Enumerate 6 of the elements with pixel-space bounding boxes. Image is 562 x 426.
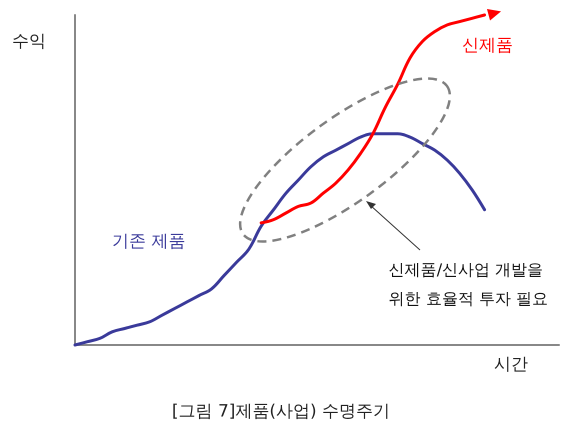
y-axis-title: 수익 xyxy=(12,32,46,52)
x-axis-title: 시간 xyxy=(494,354,528,374)
legend-label: 신제품 xyxy=(462,36,513,56)
text: 기존 제품 xyxy=(112,232,186,252)
annotation: 신제품/신사업 개발을 위한 효율적 투자 필요 xyxy=(388,260,548,308)
text: [그림 7]제품(사업) 수명주기 xyxy=(172,402,390,422)
